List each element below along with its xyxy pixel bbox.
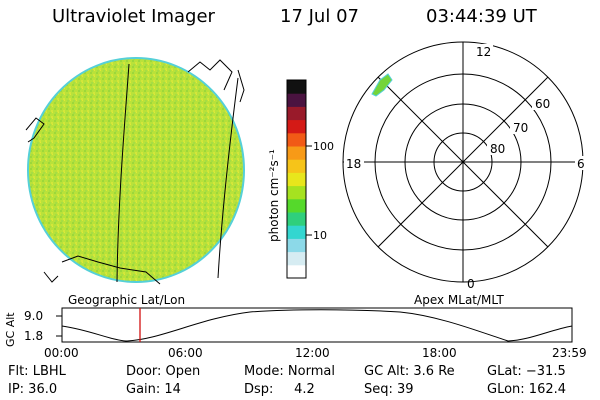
coastline bbox=[43, 271, 59, 283]
gain-value: Gain: 14 bbox=[126, 382, 181, 397]
dsp-value: Dsp: 4.2 bbox=[244, 382, 315, 397]
polar-grid bbox=[342, 41, 584, 283]
mode-value: Mode: Normal bbox=[244, 364, 335, 379]
ip-value: IP: 36.0 bbox=[8, 382, 58, 397]
colorbar-segment bbox=[287, 185, 306, 200]
colorbar-segment bbox=[287, 238, 306, 253]
colorbar-segment bbox=[287, 146, 306, 160]
colorbar-segment bbox=[287, 198, 306, 213]
coastline bbox=[25, 117, 45, 143]
colorbar-unit-label: photon cm⁻²s⁻¹ bbox=[267, 149, 281, 242]
altitude-ylabel: GC Alt bbox=[4, 312, 17, 347]
coastline bbox=[237, 69, 245, 103]
lat-label-70: 70 bbox=[513, 121, 528, 135]
geographic-caption: Geographic Lat/Lon bbox=[68, 293, 185, 307]
colorbar bbox=[286, 79, 307, 279]
lat-label-60: 60 bbox=[535, 97, 550, 111]
time-tick-0000: 00:00 bbox=[44, 346, 79, 360]
mlt-diagonal bbox=[377, 76, 549, 248]
time-tick-1200: 12:00 bbox=[295, 346, 330, 360]
geographic-image bbox=[25, 57, 245, 285]
longitude-line bbox=[217, 77, 239, 279]
time-tick-0600: 06:00 bbox=[168, 346, 203, 360]
app-title: Ultraviolet Imager bbox=[52, 6, 215, 27]
colorbar-tick-10: 10 bbox=[313, 229, 327, 242]
altitude-curve bbox=[61, 309, 573, 342]
colorbar-tick-100: 100 bbox=[313, 140, 334, 153]
date-label: 17 Jul 07 bbox=[280, 6, 359, 27]
altitude-ytick-9: 9.0 bbox=[24, 309, 43, 323]
glon-value: GLon: 162.4 bbox=[487, 382, 567, 397]
time-label: 03:44:39 UT bbox=[426, 6, 537, 27]
colorbar-axis: 100 10 photon cm⁻²s⁻¹ bbox=[267, 140, 334, 242]
altitude-ytick-1-8: 1.8 bbox=[24, 329, 43, 343]
altitude-plot-frame bbox=[61, 307, 573, 343]
colorbar-frame bbox=[286, 79, 307, 279]
door-status: Door: Open bbox=[126, 364, 201, 379]
colorbar-segment bbox=[287, 212, 306, 226]
flt-filter: Flt: LBHL bbox=[8, 364, 66, 379]
longitude-line bbox=[116, 63, 130, 283]
gc-alt-value: GC Alt: 3.6 Re bbox=[364, 364, 455, 379]
altitude-plot: 9.0 1.8 GC Alt 00:00 06:00 12:00 18:00 2… bbox=[4, 307, 587, 360]
colorbar-segment bbox=[287, 172, 306, 187]
colorbar-segment bbox=[287, 93, 306, 107]
polar-labels: 12 18 6 0 60 70 80 bbox=[344, 44, 587, 291]
time-tick-1800: 18:00 bbox=[422, 346, 457, 360]
earth-disk bbox=[27, 57, 245, 283]
coastline bbox=[61, 255, 161, 285]
colorbar-segment bbox=[287, 119, 306, 134]
colorbar-segment bbox=[287, 225, 306, 239]
seq-value: Seq: 39 bbox=[364, 382, 414, 397]
coastline bbox=[187, 59, 233, 91]
colorbar-segment bbox=[287, 132, 306, 147]
colorbar-segment bbox=[287, 251, 306, 266]
mlt-label-6: 6 bbox=[577, 157, 585, 171]
colorbar-segment bbox=[287, 264, 306, 279]
apex-caption: Apex MLat/MLT bbox=[414, 293, 504, 307]
lat-label-80: 80 bbox=[490, 142, 505, 156]
colorbar-segment bbox=[287, 80, 306, 94]
colorbar-segment bbox=[287, 106, 306, 121]
aurora-patch bbox=[371, 73, 393, 97]
mlt-label-18: 18 bbox=[346, 157, 361, 171]
mlt-label-12: 12 bbox=[476, 45, 491, 59]
glat-value: GLat: −31.5 bbox=[487, 364, 566, 379]
mlt-label-0: 0 bbox=[467, 277, 475, 291]
time-tick-2359: 23:59 bbox=[552, 346, 587, 360]
colorbar-segment bbox=[287, 159, 306, 173]
